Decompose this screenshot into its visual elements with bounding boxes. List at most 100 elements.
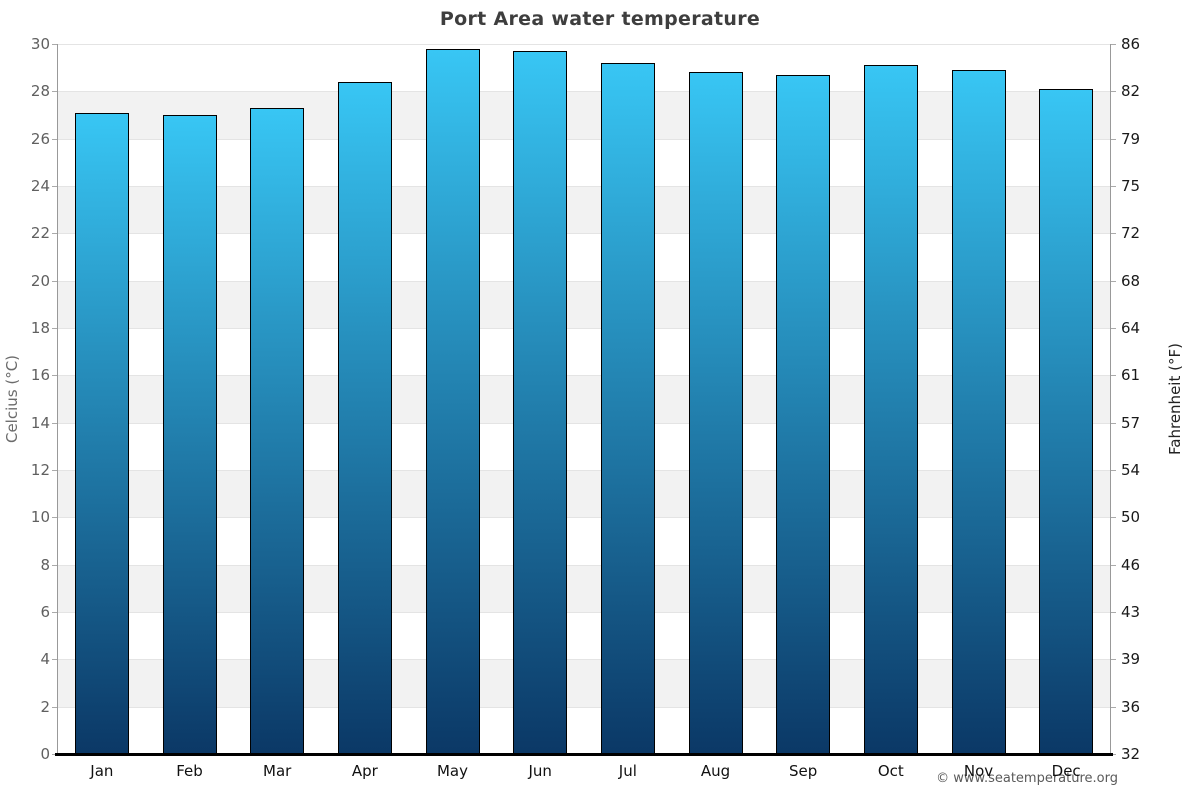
tick-mark-left xyxy=(52,44,57,45)
tick-mark-right xyxy=(1111,328,1116,329)
bar-jan[interactable] xyxy=(74,112,129,754)
bar-aug[interactable] xyxy=(688,72,743,754)
ytick-celsius-14: 14 xyxy=(30,413,50,432)
bar-oct[interactable] xyxy=(863,65,918,754)
ytick-celsius-6: 6 xyxy=(40,603,50,621)
tick-mark-right xyxy=(1111,659,1116,661)
ytick-fahrenheit-79: 79 xyxy=(1121,129,1141,148)
tick-mark-right xyxy=(1111,470,1116,471)
ytick-celsius-2: 2 xyxy=(40,697,50,716)
ytick-celsius-30: 30 xyxy=(30,35,50,53)
y-axis-title-fahrenheit: Fahrenheit (°F) xyxy=(1166,343,1184,455)
gridline xyxy=(58,375,1110,377)
gridline xyxy=(58,138,1110,140)
tick-mark-left xyxy=(52,422,57,424)
tick-mark-left xyxy=(52,186,57,187)
ytick-fahrenheit-57: 57 xyxy=(1121,413,1141,432)
bar-dec[interactable] xyxy=(1039,88,1094,754)
gridline xyxy=(58,612,1110,613)
ytick-fahrenheit-43: 43 xyxy=(1121,603,1141,621)
xtick-month-jun: Jun xyxy=(528,762,552,780)
ytick-fahrenheit-46: 46 xyxy=(1121,555,1141,574)
ytick-fahrenheit-61: 61 xyxy=(1121,366,1141,385)
ytick-fahrenheit-54: 54 xyxy=(1121,461,1141,479)
grid-band xyxy=(58,186,1110,234)
xtick-month-nov: Nov xyxy=(963,762,994,780)
tick-mark-right xyxy=(1111,375,1116,377)
xtick-month-may: May xyxy=(436,762,468,780)
ytick-celsius-24: 24 xyxy=(30,177,50,195)
ytick-fahrenheit-64: 64 xyxy=(1121,319,1141,337)
ytick-celsius-22: 22 xyxy=(30,224,50,243)
tick-mark-left xyxy=(52,706,57,708)
gridline xyxy=(58,659,1110,661)
bar-feb[interactable] xyxy=(162,115,217,754)
ytick-celsius-10: 10 xyxy=(30,508,50,527)
gridline xyxy=(58,706,1110,708)
plot-area xyxy=(58,44,1110,755)
grid-band xyxy=(58,564,1110,612)
xtick-month-jan: Jan xyxy=(90,762,114,780)
tick-mark-left xyxy=(52,517,57,519)
ytick-celsius-20: 20 xyxy=(30,271,50,290)
xtick-month-apr: Apr xyxy=(351,762,378,780)
gridline xyxy=(58,44,1110,45)
tick-mark-right xyxy=(1111,280,1116,282)
bar-sep[interactable] xyxy=(776,74,831,754)
gridline xyxy=(58,517,1110,519)
ytick-celsius-28: 28 xyxy=(30,82,50,101)
chart-title: Port Area water temperature xyxy=(439,8,761,30)
xtick-month-aug: Aug xyxy=(700,762,731,780)
grid-band xyxy=(58,470,1110,518)
bar-may[interactable] xyxy=(425,48,480,754)
bar-jul[interactable] xyxy=(600,62,655,754)
ytick-fahrenheit-82: 82 xyxy=(1121,82,1141,101)
gridline xyxy=(58,280,1110,282)
y-axis-line-left xyxy=(57,44,58,754)
tick-mark-left xyxy=(52,564,57,566)
bar-jun[interactable] xyxy=(513,51,568,754)
tick-mark-left xyxy=(52,91,57,93)
tick-mark-right xyxy=(1111,564,1116,566)
bar-apr[interactable] xyxy=(337,81,392,754)
tick-mark-left xyxy=(52,375,57,377)
tick-mark-left xyxy=(52,659,57,661)
tick-mark-right xyxy=(1111,612,1116,613)
ytick-celsius-26: 26 xyxy=(30,129,50,148)
ytick-fahrenheit-75: 75 xyxy=(1121,177,1141,195)
ytick-celsius-18: 18 xyxy=(30,319,50,337)
tick-mark-right xyxy=(1111,138,1116,140)
xtick-month-oct: Oct xyxy=(877,762,904,780)
grid-band xyxy=(58,280,1110,328)
x-axis-line xyxy=(55,753,1113,756)
gridline xyxy=(58,422,1110,424)
ytick-celsius-16: 16 xyxy=(30,366,50,385)
tick-mark-right xyxy=(1111,186,1116,187)
tick-mark-right xyxy=(1111,91,1116,93)
bar-mar[interactable] xyxy=(250,107,305,754)
copyright-text: © www.seatemperature.org xyxy=(936,771,1118,786)
tick-mark-left xyxy=(52,470,57,471)
tick-mark-left xyxy=(52,754,57,755)
ytick-celsius-0: 0 xyxy=(40,745,50,763)
tick-mark-right xyxy=(1111,233,1116,235)
ytick-fahrenheit-39: 39 xyxy=(1121,650,1141,669)
tick-mark-left xyxy=(52,138,57,140)
tick-mark-right xyxy=(1111,422,1116,424)
bar-nov[interactable] xyxy=(951,70,1006,754)
ytick-fahrenheit-36: 36 xyxy=(1121,697,1141,716)
gridline xyxy=(58,470,1110,471)
grid-band xyxy=(58,91,1110,139)
y-axis-line-right xyxy=(1110,44,1111,754)
xtick-month-mar: Mar xyxy=(263,762,292,780)
xtick-month-sep: Sep xyxy=(789,762,818,780)
ytick-fahrenheit-32: 32 xyxy=(1121,745,1141,763)
tick-mark-right xyxy=(1111,754,1116,755)
ytick-fahrenheit-86: 86 xyxy=(1121,35,1141,53)
tick-mark-left xyxy=(52,612,57,613)
ytick-fahrenheit-68: 68 xyxy=(1121,271,1141,290)
gridline xyxy=(58,186,1110,187)
gridline xyxy=(58,91,1110,93)
gridline xyxy=(58,328,1110,329)
